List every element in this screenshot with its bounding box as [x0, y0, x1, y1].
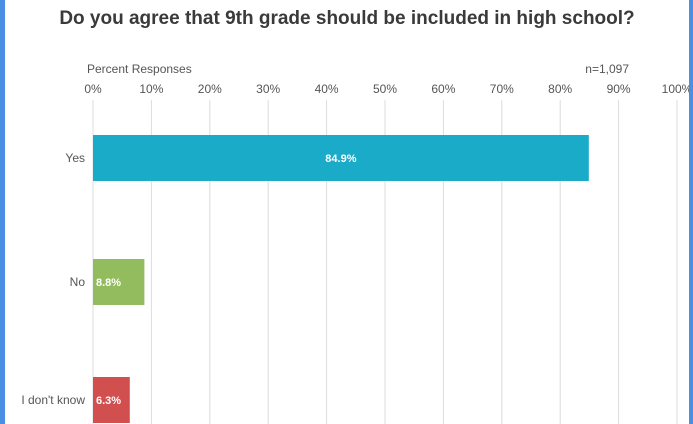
sample-size-note: n=1,097: [585, 62, 629, 76]
x-tick-label: 60%: [431, 82, 455, 96]
category-label: Yes: [65, 151, 85, 165]
data-label: 84.9%: [325, 153, 356, 165]
chart-frame: Do you agree that 9th grade should be in…: [5, 0, 689, 424]
bar: [93, 135, 589, 181]
x-tick-label: 30%: [256, 82, 280, 96]
category-label: No: [70, 275, 86, 289]
x-tick-label: 40%: [315, 82, 339, 96]
x-tick-label: 0%: [84, 82, 102, 96]
x-axis-label: Percent Responses: [87, 62, 192, 76]
x-tick-label: 100%: [662, 82, 689, 96]
x-tick-label: 20%: [198, 82, 222, 96]
x-tick-label: 90%: [607, 82, 631, 96]
bar-chart: 0% 10% 20% 30% 40% 50% 60% 70% 80% 90% 100% Yes 84.9…: [21, 82, 689, 424]
x-tick-label: 80%: [548, 82, 572, 96]
bar: [93, 259, 145, 305]
chart-title: Do you agree that 9th grade should be in…: [59, 8, 635, 29]
x-tick-label: 70%: [490, 82, 514, 96]
x-tick-label: 50%: [373, 82, 397, 96]
bar: [93, 377, 130, 423]
category-label: I don't know: [21, 393, 85, 407]
data-label: 8.8%: [96, 277, 121, 289]
x-tick-label: 10%: [139, 82, 163, 96]
data-label: 6.3%: [96, 395, 121, 407]
